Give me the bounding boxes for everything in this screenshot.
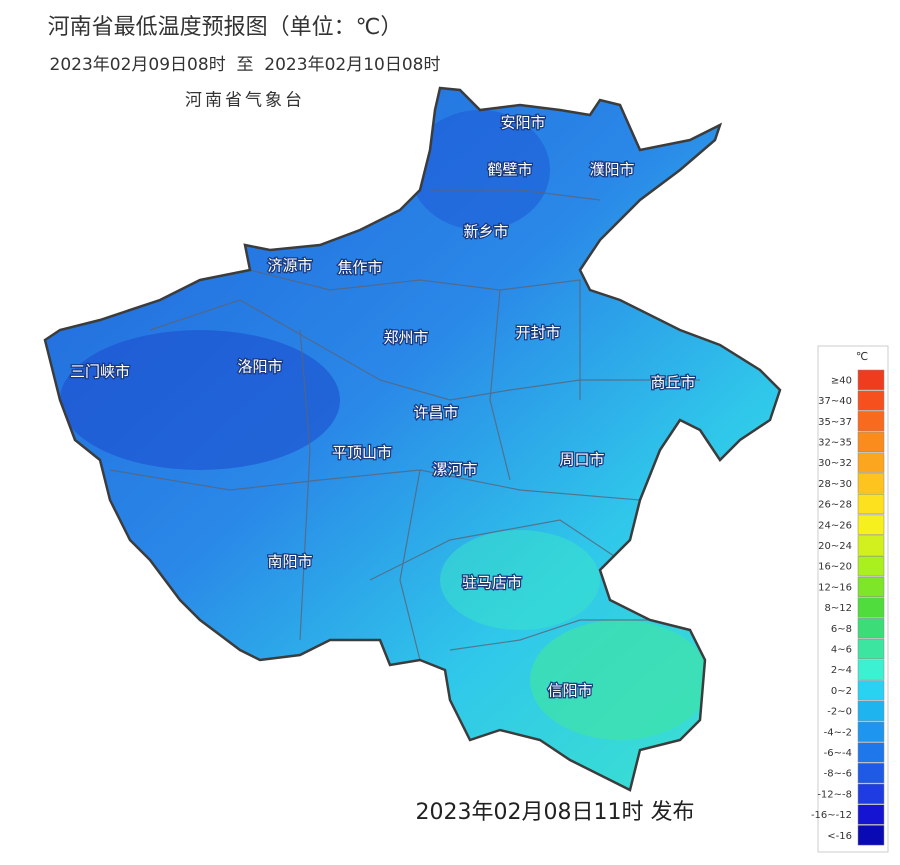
legend: ≥40 37~40 35~37 32~35 30~32 28~30 26~28 24~26 20… bbox=[811, 369, 885, 846]
city-label: 济源市 bbox=[267, 257, 312, 275]
legend-label: 8~12 bbox=[825, 603, 852, 614]
legend-label: -8~-6 bbox=[824, 769, 852, 780]
legend-label: 26~28 bbox=[818, 500, 852, 511]
legend-label: -2~0 bbox=[827, 707, 852, 718]
legend-label: 6~8 bbox=[831, 624, 852, 635]
legend-swatch bbox=[857, 825, 885, 846]
agency: 河南省气象台 bbox=[185, 91, 305, 111]
legend-swatch bbox=[857, 473, 885, 494]
city-label: 信阳市 bbox=[547, 682, 592, 700]
city-label: 南阳市 bbox=[267, 553, 312, 571]
legend-swatch bbox=[857, 742, 885, 763]
legend-swatch bbox=[857, 369, 885, 390]
city-label: 商丘市 bbox=[650, 374, 695, 392]
legend-label: ≥40 bbox=[831, 375, 852, 386]
legend-swatch bbox=[857, 514, 885, 535]
legend-swatch bbox=[857, 700, 885, 722]
legend-label: -6~-4 bbox=[824, 748, 852, 759]
legend-label: 20~24 bbox=[818, 541, 852, 552]
legend-swatch bbox=[857, 618, 885, 639]
city-label: 许昌市 bbox=[413, 404, 458, 422]
legend-swatch bbox=[857, 721, 885, 742]
province-map bbox=[45, 88, 780, 790]
city-label: 漯河市 bbox=[432, 461, 477, 479]
city-label: 驻马店市 bbox=[462, 574, 522, 592]
legend-label: 32~35 bbox=[818, 437, 852, 448]
legend-label: 0~2 bbox=[831, 686, 852, 697]
city-label: 郑州市 bbox=[383, 329, 428, 347]
legend-swatch bbox=[857, 783, 885, 804]
legend-swatch bbox=[857, 659, 885, 680]
legend-swatch bbox=[857, 597, 885, 618]
legend-label: <-16 bbox=[827, 831, 852, 842]
city-label: 洛阳市 bbox=[237, 358, 282, 376]
title: 河南省最低温度预报图（单位：℃） bbox=[48, 15, 403, 40]
legend-swatch bbox=[857, 390, 885, 411]
city-label: 开封市 bbox=[515, 324, 560, 342]
legend-label: 16~20 bbox=[818, 562, 852, 573]
legend-label: 28~30 bbox=[818, 479, 852, 490]
legend-swatch bbox=[857, 493, 885, 515]
city-label: 鹤壁市 bbox=[487, 161, 532, 179]
city-labels: 安阳市 鹤壁市 濮阳市 新乡市 济源市 焦作市 郑州市 开封市 三门峡市 洛阳市… bbox=[69, 112, 697, 701]
legend-unit: ℃ bbox=[856, 350, 868, 363]
legend-swatch bbox=[857, 431, 885, 453]
legend-label: 30~32 bbox=[818, 458, 852, 469]
city-label: 三门峡市 bbox=[70, 363, 130, 381]
legend-swatch bbox=[857, 556, 885, 577]
legend-swatch bbox=[857, 576, 885, 597]
legend-label: 37~40 bbox=[818, 396, 852, 407]
legend-swatch bbox=[857, 804, 885, 825]
city-label: 安阳市 bbox=[500, 114, 545, 132]
legend-label: 4~6 bbox=[831, 644, 852, 655]
legend-swatch bbox=[857, 411, 885, 432]
legend-label: -16~-12 bbox=[811, 810, 852, 821]
legend-label: 12~16 bbox=[818, 582, 852, 593]
legend-swatch bbox=[857, 680, 885, 701]
city-label: 新乡市 bbox=[463, 223, 508, 241]
issued: 2023年02月08日11时 发布 bbox=[416, 800, 695, 825]
legend-label: 35~37 bbox=[818, 417, 852, 428]
city-label: 周口市 bbox=[559, 451, 604, 469]
legend-swatch bbox=[857, 763, 885, 784]
legend-label: 2~4 bbox=[831, 665, 852, 676]
legend-swatch bbox=[857, 638, 885, 660]
legend-label: -4~-2 bbox=[824, 727, 852, 738]
city-label: 焦作市 bbox=[337, 259, 382, 277]
city-label: 濮阳市 bbox=[589, 161, 634, 179]
legend-swatch bbox=[857, 535, 885, 556]
city-label: 平顶山市 bbox=[332, 444, 392, 462]
period: 2023年02月09日08时 至 2023年02月10日08时 bbox=[50, 55, 441, 75]
legend-label: -12~-8 bbox=[817, 789, 852, 800]
legend-swatch bbox=[857, 452, 885, 473]
legend-label: 24~26 bbox=[818, 520, 852, 531]
